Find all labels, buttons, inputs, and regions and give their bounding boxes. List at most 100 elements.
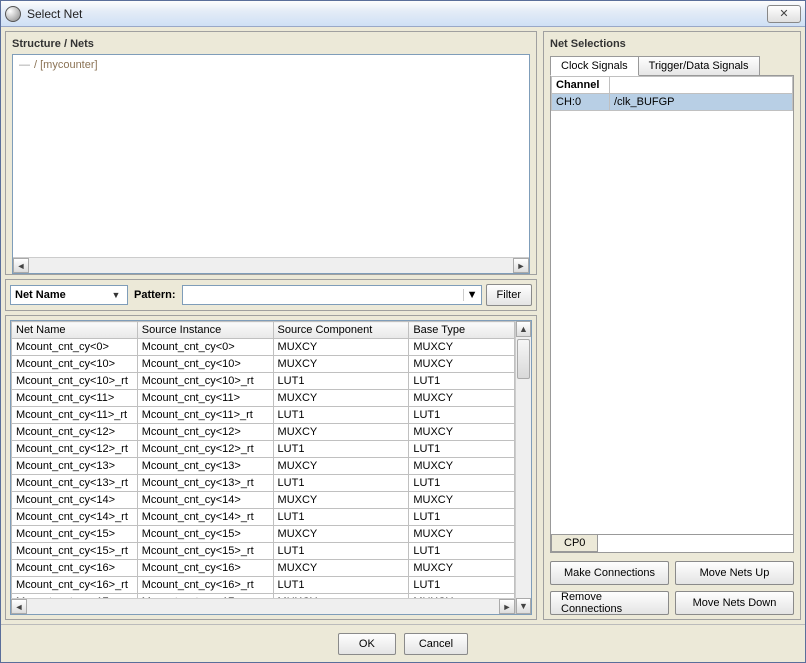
table-cell: Mcount_cnt_cy<16> bbox=[12, 560, 138, 577]
table-cell: Mcount_cnt_cy<16>_rt bbox=[12, 577, 138, 594]
nets-col-header[interactable]: Net Name bbox=[12, 322, 138, 339]
net-name-dropdown[interactable]: Net Name ▼ bbox=[10, 285, 128, 305]
filter-button[interactable]: Filter bbox=[486, 284, 532, 306]
channel-cell: /clk_BUFGP bbox=[610, 94, 793, 111]
nets-h-scrollbar[interactable]: ◄ ► bbox=[11, 598, 515, 614]
table-cell: MUXCY bbox=[409, 356, 515, 373]
tree-root-item[interactable]: — / [mycounter] bbox=[19, 59, 523, 71]
move-nets-down-button[interactable]: Move Nets Down bbox=[675, 591, 794, 615]
dialog-footer: OK Cancel bbox=[1, 624, 805, 662]
table-cell: Mcount_cnt_cy<11>_rt bbox=[12, 407, 138, 424]
bottom-tab-bar: CP0 bbox=[551, 534, 793, 552]
table-row[interactable]: Mcount_cnt_cy<11>Mcount_cnt_cy<11>MUXCYM… bbox=[12, 390, 515, 407]
table-row[interactable]: Mcount_cnt_cy<14>Mcount_cnt_cy<14>MUXCYM… bbox=[12, 492, 515, 509]
table-row[interactable]: Mcount_cnt_cy<13>_rtMcount_cnt_cy<13>_rt… bbox=[12, 475, 515, 492]
close-button[interactable]: ✕ bbox=[767, 5, 801, 23]
nets-v-scrollbar[interactable]: ▲ ▼ bbox=[515, 321, 531, 614]
table-cell: LUT1 bbox=[273, 577, 409, 594]
net-selections-group: Net Selections Clock Signals Trigger/Dat… bbox=[543, 31, 801, 620]
tree-root-label: / [mycounter] bbox=[34, 59, 98, 71]
table-cell: Mcount_cnt_cy<0> bbox=[137, 339, 273, 356]
table-cell: Mcount_cnt_cy<15>_rt bbox=[137, 543, 273, 560]
table-cell: MUXCY bbox=[409, 339, 515, 356]
channel-col-header[interactable]: Channel bbox=[552, 77, 610, 94]
channel-empty-area[interactable] bbox=[551, 111, 793, 534]
window-title: Select Net bbox=[27, 7, 767, 21]
structure-tree[interactable]: — / [mycounter] ◄ ► bbox=[12, 54, 530, 274]
table-cell: LUT1 bbox=[273, 543, 409, 560]
cancel-button[interactable]: Cancel bbox=[404, 633, 468, 655]
table-row[interactable]: Mcount_cnt_cy<15>Mcount_cnt_cy<15>MUXCYM… bbox=[12, 526, 515, 543]
table-row[interactable]: Mcount_cnt_cy<15>_rtMcount_cnt_cy<15>_rt… bbox=[12, 543, 515, 560]
tab-clock-signals[interactable]: Clock Signals bbox=[550, 56, 639, 76]
table-cell: Mcount_cnt_cy<15> bbox=[137, 526, 273, 543]
table-cell: Mcount_cnt_cy<14>_rt bbox=[12, 509, 138, 526]
table-row[interactable]: Mcount_cnt_cy<11>_rtMcount_cnt_cy<11>_rt… bbox=[12, 407, 515, 424]
table-cell: Mcount_cnt_cy<11> bbox=[137, 390, 273, 407]
table-cell: Mcount_cnt_cy<14> bbox=[12, 492, 138, 509]
scroll-right-button[interactable]: ► bbox=[499, 599, 515, 614]
nets-col-header[interactable]: Base Type bbox=[409, 322, 515, 339]
table-row[interactable]: Mcount_cnt_cy<16>_rtMcount_cnt_cy<16>_rt… bbox=[12, 577, 515, 594]
scroll-track[interactable] bbox=[27, 599, 499, 614]
pattern-input[interactable]: ▼ bbox=[182, 285, 482, 305]
table-row[interactable]: Mcount_cnt_cy<0>Mcount_cnt_cy<0>MUXCYMUX… bbox=[12, 339, 515, 356]
move-nets-up-button[interactable]: Move Nets Up bbox=[675, 561, 794, 585]
right-column: Net Selections Clock Signals Trigger/Dat… bbox=[543, 31, 801, 620]
channel-row[interactable]: CH:0/clk_BUFGP bbox=[552, 94, 793, 111]
scroll-right-button[interactable]: ► bbox=[513, 258, 529, 273]
tab-trigger-data-signals[interactable]: Trigger/Data Signals bbox=[638, 56, 760, 76]
nets-col-header[interactable]: Source Component bbox=[273, 322, 409, 339]
table-row[interactable]: Mcount_cnt_cy<13>Mcount_cnt_cy<13>MUXCYM… bbox=[12, 458, 515, 475]
table-cell: Mcount_cnt_cy<14> bbox=[137, 492, 273, 509]
nets-col-header[interactable]: Source Instance bbox=[137, 322, 273, 339]
table-cell: LUT1 bbox=[409, 543, 515, 560]
tree-expand-icon[interactable]: — bbox=[19, 59, 30, 71]
table-cell: Mcount_cnt_cy<12>_rt bbox=[12, 441, 138, 458]
table-cell: MUXCY bbox=[273, 458, 409, 475]
table-row[interactable]: Mcount_cnt_cy<16>Mcount_cnt_cy<16>MUXCYM… bbox=[12, 560, 515, 577]
table-cell: Mcount_cnt_cy<12> bbox=[12, 424, 138, 441]
table-cell: MUXCY bbox=[409, 492, 515, 509]
tree-h-scrollbar[interactable]: ◄ ► bbox=[13, 257, 529, 273]
scroll-track[interactable] bbox=[29, 258, 513, 273]
table-row[interactable]: Mcount_cnt_cy<10>Mcount_cnt_cy<10>MUXCYM… bbox=[12, 356, 515, 373]
table-cell: Mcount_cnt_cy<13>_rt bbox=[137, 475, 273, 492]
table-cell: LUT1 bbox=[273, 373, 409, 390]
selection-tabs: Clock Signals Trigger/Data Signals bbox=[550, 56, 794, 76]
table-row[interactable]: Mcount_cnt_cy<10>_rtMcount_cnt_cy<10>_rt… bbox=[12, 373, 515, 390]
nets-table-group: Net NameSource InstanceSource ComponentB… bbox=[5, 315, 537, 620]
bottom-tab-cp0[interactable]: CP0 bbox=[551, 535, 598, 552]
table-cell: Mcount_cnt_cy<10> bbox=[12, 356, 138, 373]
chevron-down-icon[interactable]: ▼ bbox=[463, 289, 481, 301]
nets-table-scroll[interactable]: Net NameSource InstanceSource ComponentB… bbox=[11, 321, 515, 614]
table-cell: LUT1 bbox=[409, 509, 515, 526]
table-cell: Mcount_cnt_cy<12> bbox=[137, 424, 273, 441]
channel-col-header[interactable] bbox=[610, 77, 793, 94]
make-connections-button[interactable]: Make Connections bbox=[550, 561, 669, 585]
table-cell: LUT1 bbox=[409, 475, 515, 492]
table-cell: Mcount_cnt_cy<11> bbox=[12, 390, 138, 407]
table-row[interactable]: Mcount_cnt_cy<12>Mcount_cnt_cy<12>MUXCYM… bbox=[12, 424, 515, 441]
table-row[interactable]: Mcount_cnt_cy<12>_rtMcount_cnt_cy<12>_rt… bbox=[12, 441, 515, 458]
table-cell: MUXCY bbox=[273, 526, 409, 543]
remove-connections-button[interactable]: Remove Connections bbox=[550, 591, 669, 615]
ok-button[interactable]: OK bbox=[338, 633, 396, 655]
scroll-track[interactable] bbox=[516, 337, 531, 598]
chevron-down-icon: ▼ bbox=[109, 290, 123, 300]
scroll-thumb[interactable] bbox=[517, 339, 530, 379]
table-cell: Mcount_cnt_cy<11>_rt bbox=[137, 407, 273, 424]
table-cell: LUT1 bbox=[273, 407, 409, 424]
table-cell: MUXCY bbox=[409, 390, 515, 407]
nets-table-container: Net NameSource InstanceSource ComponentB… bbox=[10, 320, 532, 615]
scroll-down-button[interactable]: ▼ bbox=[516, 598, 531, 614]
tab-body: Channel CH:0/clk_BUFGP CP0 bbox=[550, 75, 794, 553]
table-cell: LUT1 bbox=[409, 577, 515, 594]
table-cell: MUXCY bbox=[273, 424, 409, 441]
table-row[interactable]: Mcount_cnt_cy<14>_rtMcount_cnt_cy<14>_rt… bbox=[12, 509, 515, 526]
table-cell: MUXCY bbox=[273, 560, 409, 577]
scroll-up-button[interactable]: ▲ bbox=[516, 321, 531, 337]
table-cell: Mcount_cnt_cy<0> bbox=[12, 339, 138, 356]
scroll-left-button[interactable]: ◄ bbox=[13, 258, 29, 273]
scroll-left-button[interactable]: ◄ bbox=[11, 599, 27, 614]
